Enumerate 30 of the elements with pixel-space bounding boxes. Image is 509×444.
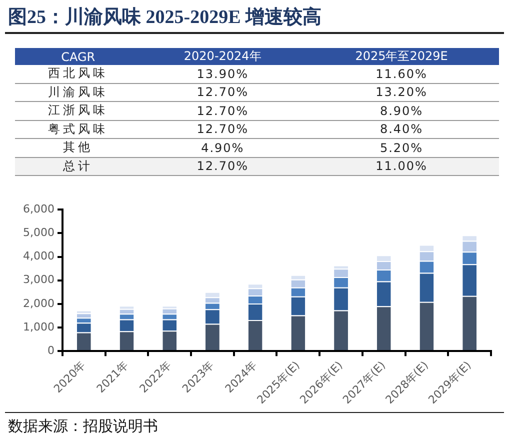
text: 12.70% — [196, 85, 248, 100]
text: 4.90% — [201, 140, 244, 155]
y-tick-label: 2,000 — [22, 296, 54, 310]
text: 13.90% — [196, 66, 248, 81]
text: 12.70% — [196, 159, 248, 174]
text: 11.00% — [376, 159, 428, 174]
category-label: 江浙风味 — [48, 103, 108, 118]
category-label: 总计 — [63, 158, 94, 173]
y-tick-label: 3,000 — [22, 273, 54, 286]
text: 12.70% — [196, 122, 248, 136]
y-tick-label: 5,000 — [22, 226, 54, 240]
y-tick-label: 4,000 — [22, 250, 54, 263]
text: 8.90% — [380, 104, 424, 118]
category-label: 粤式风味 — [48, 122, 108, 136]
text: 5.20% — [380, 140, 424, 155]
text: 8.40% — [380, 122, 424, 136]
category-label: 2020-2024年 — [141, 48, 304, 65]
text: 13.20% — [376, 85, 428, 100]
text: 图25：川渝风味 2025-2029E 增速较高 — [8, 6, 322, 30]
category-label: 2025年至2029E — [304, 48, 499, 65]
category-label: 其他 — [63, 140, 94, 154]
text: 11.60% — [376, 66, 428, 81]
source-note: 数据来源：招股说明书 — [8, 417, 158, 436]
category-label: 川渝风味 — [48, 84, 108, 99]
category-label: CAGR — [15, 48, 142, 65]
text: 12.70% — [196, 104, 248, 118]
y-tick-label: 1,000 — [22, 320, 54, 334]
y-tick-label: 0 — [47, 344, 54, 357]
y-tick-label: 6,000 — [22, 202, 54, 216]
category-label: 西北风味 — [48, 66, 108, 80]
